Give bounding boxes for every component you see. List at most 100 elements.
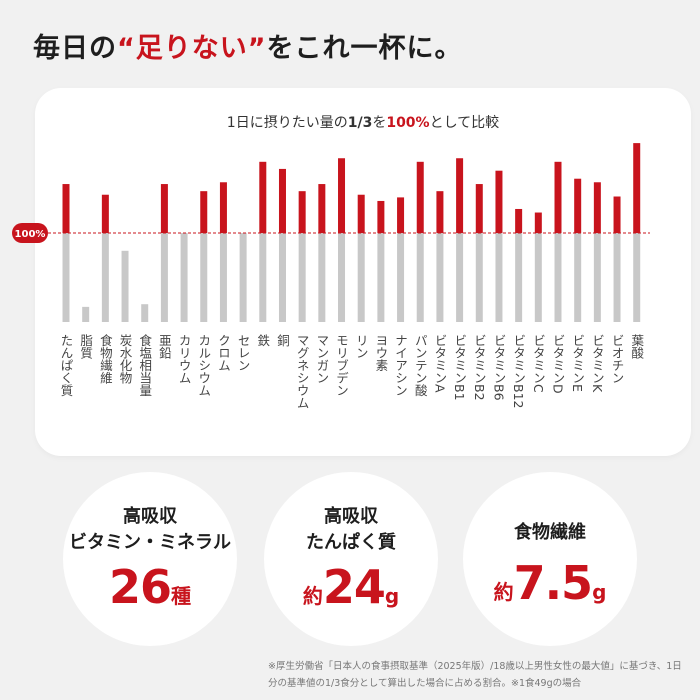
circle-2-prefix: 約 bbox=[302, 584, 323, 608]
circle-1-line-2: ビタミン・ミネラル bbox=[69, 532, 231, 553]
bar-base-11 bbox=[259, 233, 267, 322]
chart-title-part5: として比較 bbox=[429, 115, 500, 131]
bar-excess-16 bbox=[357, 194, 365, 233]
circle-protein: 高吸収 たんぱく質 約24g bbox=[264, 472, 438, 646]
category-label-25: ビタミンC bbox=[531, 334, 546, 393]
category-label-16: リン bbox=[354, 334, 369, 359]
circle-1-line-1: 高吸収 bbox=[123, 506, 177, 527]
chart-title: 1日に摂りたい量の1/3を100%として比較 bbox=[0, 112, 700, 132]
category-label-12: 銅 bbox=[275, 334, 290, 347]
bar-excess-14 bbox=[318, 184, 326, 233]
category-label-13: マグネシウム bbox=[295, 334, 310, 409]
bar-excess-17 bbox=[377, 200, 385, 233]
circle-2-line-2: たんぱく質 bbox=[306, 532, 396, 553]
bar-excess-12 bbox=[278, 168, 286, 233]
bar-excess-27 bbox=[574, 178, 582, 233]
circle-3-line-1: 食物繊維 bbox=[514, 522, 586, 543]
bar-excess-23 bbox=[495, 170, 503, 233]
category-label-28: ビタミンK bbox=[590, 334, 605, 393]
bar-excess-8 bbox=[200, 191, 208, 233]
category-label-3: 食物繊維 bbox=[98, 333, 113, 384]
category-label-19: パンテン酸 bbox=[413, 334, 428, 397]
bar-base-21 bbox=[456, 233, 464, 322]
bar-excess-28 bbox=[593, 182, 601, 233]
bar-excess-11 bbox=[259, 161, 267, 233]
chart-title-percent: 100% bbox=[386, 115, 430, 131]
category-label-23: ビタミンB6 bbox=[491, 334, 506, 401]
bar-base-2 bbox=[82, 306, 90, 322]
nutrient-bar-chart: たんぱく質 脂質 食物繊維 炭水化物 食塩相当量 亜鉛 カリウム カルシウム クロム セレン鉄銅マ… bbox=[12, 143, 650, 409]
circle-1-value: 26種 bbox=[63, 560, 237, 614]
footnote: ※厚生労働省「日本人の食事摂取基準（2025年版）/18歳以上男性女性の最大値」… bbox=[268, 661, 682, 689]
bar-base-4 bbox=[121, 250, 129, 322]
circle-3-prefix: 約 bbox=[493, 580, 514, 604]
circle-vitamin-mineral: 高吸収 ビタミン・ミネラル 26種 bbox=[63, 472, 237, 646]
category-label-18: ナイアシン bbox=[393, 334, 408, 397]
category-label-30: 葉酸 bbox=[629, 334, 644, 359]
category-label-4: 炭水化物 bbox=[118, 334, 133, 385]
chart-title-fraction: 1/3 bbox=[347, 115, 373, 131]
bar-excess-21 bbox=[456, 158, 464, 233]
circle-fiber: 食物繊維 約7.5g bbox=[463, 472, 637, 646]
bar-excess-1 bbox=[62, 184, 70, 233]
headline-suffix: をこれ一杯に。 bbox=[266, 33, 463, 64]
circle-2-unit: g bbox=[384, 584, 400, 608]
bar-excess-29 bbox=[613, 196, 621, 233]
category-label-9: クロム bbox=[216, 334, 231, 372]
chart-title-part1: 1日に摂りたい量の bbox=[226, 115, 348, 131]
bar-excess-18 bbox=[397, 197, 405, 233]
circle-2-value: 約24g bbox=[264, 560, 438, 614]
circle-2-number: 24 bbox=[322, 560, 386, 614]
chart-title-part3: を bbox=[372, 115, 387, 131]
reference-badge bbox=[12, 223, 48, 243]
bar-base-30 bbox=[633, 233, 641, 322]
circle-3-unit: g bbox=[592, 580, 607, 604]
category-label-7: カリウム bbox=[177, 334, 192, 384]
category-label-2: 脂質 bbox=[78, 333, 93, 360]
bar-base-13 bbox=[298, 233, 306, 322]
category-label-15: モリブデン bbox=[334, 334, 349, 397]
bar-excess-20 bbox=[436, 191, 444, 233]
bar-base-26 bbox=[554, 233, 562, 322]
bar-excess-15 bbox=[338, 158, 346, 233]
circle-2-line-1: 高吸収 bbox=[324, 506, 378, 527]
bar-base-5 bbox=[141, 304, 149, 322]
bar-base-7 bbox=[180, 233, 188, 322]
bar-base-15 bbox=[338, 233, 346, 322]
bar-excess-26 bbox=[554, 161, 562, 233]
bar-excess-13 bbox=[298, 191, 306, 233]
bar-excess-24 bbox=[515, 208, 523, 233]
headline: 毎日の“足りない”をこれ一杯に。 bbox=[33, 26, 463, 65]
category-label-26: ビタミンD bbox=[551, 334, 566, 394]
category-label-20: ビタミンA bbox=[432, 334, 447, 393]
bar-base-25 bbox=[534, 233, 542, 322]
bar-base-8 bbox=[200, 233, 208, 322]
bar-base-3 bbox=[101, 233, 109, 322]
category-label-27: ビタミンE bbox=[570, 334, 585, 392]
category-label-6: 亜鉛 bbox=[157, 334, 172, 359]
bar-base-12 bbox=[278, 233, 286, 322]
bar-excess-25 bbox=[534, 212, 542, 233]
category-label-17: ヨウ素 bbox=[373, 334, 388, 372]
circle-1-unit: 種 bbox=[171, 584, 191, 608]
category-label-21: ビタミンB1 bbox=[452, 334, 467, 401]
bar-base-18 bbox=[397, 233, 405, 322]
bar-excess-22 bbox=[475, 184, 483, 233]
circle-1-number: 26 bbox=[108, 560, 172, 614]
bar-base-24 bbox=[515, 233, 523, 322]
category-label-11: 鉄 bbox=[255, 333, 270, 347]
bar-base-23 bbox=[495, 233, 503, 322]
bar-base-10 bbox=[239, 233, 247, 322]
bar-base-16 bbox=[357, 233, 365, 322]
bar-excess-6 bbox=[160, 184, 168, 233]
bar-excess-19 bbox=[416, 161, 424, 233]
headline-highlight: “足りない” bbox=[117, 33, 267, 64]
circle-3-value: 約7.5g bbox=[463, 556, 637, 610]
bar-base-28 bbox=[593, 233, 601, 322]
bar-base-19 bbox=[416, 233, 424, 322]
bar-base-14 bbox=[318, 233, 326, 322]
headline-prefix: 毎日の bbox=[33, 33, 117, 64]
bar-excess-3 bbox=[101, 194, 109, 233]
bar-base-29 bbox=[613, 233, 621, 322]
bar-excess-30 bbox=[633, 143, 641, 233]
